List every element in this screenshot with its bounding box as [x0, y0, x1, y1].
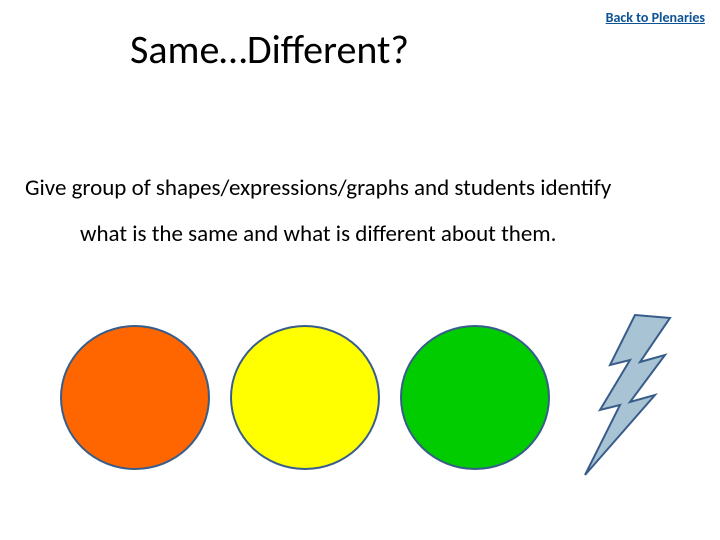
- description-line-2: what is the same and what is different a…: [25, 211, 695, 257]
- circle-green: [400, 325, 550, 470]
- circle-orange: [60, 325, 210, 470]
- slide-description: Give group of shapes/expressions/graphs …: [25, 165, 695, 257]
- description-line-1: Give group of shapes/expressions/graphs …: [25, 165, 695, 211]
- lightning-bolt-icon: [580, 310, 680, 490]
- slide-title: Same…Different?: [130, 25, 409, 74]
- lightning-polygon: [585, 315, 670, 475]
- circle-yellow: [230, 325, 380, 470]
- shapes-container: [0, 325, 720, 525]
- back-to-plenaries-link[interactable]: Back to Plenaries: [606, 10, 705, 27]
